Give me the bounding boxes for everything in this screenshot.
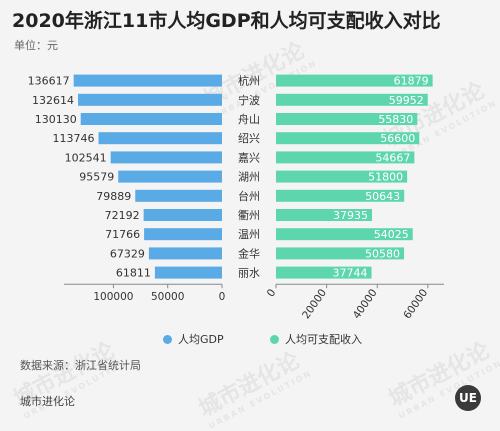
category-label-4: 嘉兴: [238, 150, 260, 164]
category-label-8: 温州: [238, 228, 260, 241]
bar-gdp-3: [98, 132, 222, 145]
tick-label-income-1: 20000: [300, 287, 329, 321]
tick-label-gdp-2: 100000: [93, 291, 133, 303]
category-label-3: 绍兴: [238, 131, 260, 145]
data-label-income-4: 54667: [375, 151, 410, 164]
data-label-gdp-5: 95579: [79, 171, 114, 184]
legend-label-income: 人均可支配收入: [285, 333, 362, 346]
bar-gdp-0: [73, 74, 222, 87]
tick-label-income-2: 40000: [351, 287, 380, 321]
data-label-gdp-7: 72192: [105, 209, 140, 222]
tick-label-income-3: 60000: [401, 287, 430, 321]
data-label-gdp-8: 71766: [105, 228, 140, 241]
butterfly-bar-chart: 136617 61879 杭州 132614 59952 宁波 130130 55830 舟山 1…: [28, 74, 444, 321]
data-label-income-7: 37935: [333, 209, 368, 222]
bar-income-7: [276, 209, 373, 221]
data-label-income-2: 55830: [378, 113, 413, 126]
legend-swatch-gdp: [163, 334, 172, 344]
bar-income-0: [276, 74, 433, 87]
bar-gdp-5: [118, 170, 222, 183]
tick-label-gdp-1: 50000: [151, 291, 184, 303]
data-label-gdp-3: 113746: [53, 132, 95, 145]
data-label-income-10: 37744: [333, 267, 368, 280]
category-label-0: 杭州: [238, 74, 260, 88]
bar-income-10: [276, 266, 372, 279]
data-label-income-5: 51800: [368, 171, 403, 184]
bar-income-4: [276, 151, 415, 164]
data-label-income-6: 50643: [365, 190, 400, 203]
bar-income-6: [276, 189, 405, 202]
data-label-gdp-2: 130130: [35, 113, 77, 126]
data-label-income-3: 56600: [380, 132, 415, 145]
bar-income-3: [276, 132, 420, 145]
legend-swatch-income: [270, 334, 279, 344]
bar-gdp-6: [135, 189, 222, 202]
category-label-1: 宁波: [238, 93, 260, 107]
data-label-gdp-4: 102541: [65, 151, 107, 164]
bar-income-1: [276, 93, 428, 106]
bar-gdp-8: [144, 228, 222, 241]
bar-gdp-7: [143, 209, 222, 221]
bar-gdp-1: [78, 93, 222, 106]
category-label-2: 舟山: [238, 112, 260, 126]
category-label-10: 丽水: [238, 267, 260, 280]
bar-income-2: [276, 113, 418, 125]
legend-item-income: 人均可支配收入: [270, 331, 362, 347]
legend-label-gdp: 人均GDP: [178, 333, 224, 346]
category-label-5: 湖州: [238, 171, 260, 184]
brand-logo: UE: [455, 385, 481, 411]
category-label-6: 台州: [238, 189, 260, 203]
bar-gdp-10: [154, 266, 222, 279]
legend: 人均GDP 人均可支配收入: [0, 331, 500, 347]
category-label-7: 衢州: [238, 209, 260, 222]
data-label-gdp-10: 61811: [116, 267, 151, 280]
footer-brand: 城市进化论: [20, 395, 75, 408]
data-label-gdp-1: 132614: [32, 94, 74, 107]
chart-title: 2020年浙江11市人均GDP和人均可支配收入对比: [12, 10, 441, 32]
data-label-income-0: 61879: [394, 75, 429, 88]
bar-gdp-2: [80, 113, 222, 125]
data-label-gdp-0: 136617: [28, 75, 70, 88]
watermark: 城市进化论 URBAN EVOLUTION: [194, 348, 314, 431]
unit-label: 单位：元: [14, 39, 58, 52]
data-source: 数据来源：浙江省统计局: [20, 359, 141, 372]
bar-income-5: [276, 170, 408, 183]
legend-item-gdp: 人均GDP: [163, 331, 224, 347]
bar-gdp-4: [110, 151, 222, 164]
tick-label-gdp-0: 0: [219, 291, 226, 303]
bar-gdp-9: [148, 247, 222, 260]
data-label-gdp-9: 67329: [110, 247, 145, 260]
data-label-gdp-6: 79889: [96, 190, 131, 203]
data-label-income-1: 59952: [389, 94, 424, 107]
tick-label-income-0: 0: [265, 287, 279, 299]
category-label-9: 金华: [238, 246, 260, 260]
data-label-income-9: 50580: [365, 247, 400, 260]
bar-income-8: [276, 228, 413, 241]
data-label-income-8: 54025: [374, 228, 409, 241]
bar-income-9: [276, 247, 405, 260]
